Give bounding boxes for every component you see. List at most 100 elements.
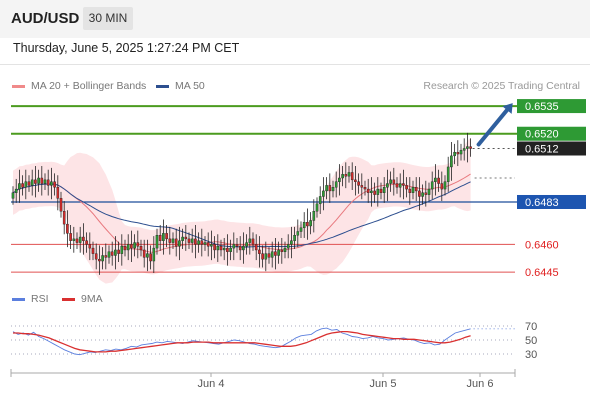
candle (462, 138, 466, 161)
candle (290, 226, 293, 259)
candle-body (168, 238, 172, 243)
candle-body (430, 181, 434, 190)
candle (424, 180, 428, 207)
candle (30, 169, 34, 196)
candle-body (232, 244, 236, 249)
candle (459, 143, 463, 161)
candle-body (312, 211, 316, 221)
candle (446, 156, 450, 192)
candle-body (27, 181, 31, 186)
candle (82, 223, 85, 255)
candle (373, 182, 376, 203)
candle (283, 241, 287, 259)
candle-body (299, 227, 303, 232)
candle-body (459, 150, 463, 155)
candle (286, 234, 290, 259)
candle (117, 241, 120, 262)
candle (216, 234, 220, 262)
candle-body (283, 247, 287, 252)
candle-body (117, 249, 120, 254)
candle (267, 247, 271, 264)
level-label: 0.6520 (525, 129, 559, 141)
candle-body (101, 255, 104, 262)
x-tick-label: Jun 5 (370, 378, 397, 390)
candle (152, 236, 156, 274)
candle-body (309, 220, 312, 227)
candle (299, 221, 303, 238)
candle (296, 219, 300, 248)
toolbar: AUD/USD 30 MIN (0, 0, 590, 38)
candle (40, 166, 44, 196)
candle (242, 232, 245, 264)
candle (306, 208, 309, 240)
candle (53, 173, 56, 196)
candle-body (290, 240, 293, 245)
candle-body (187, 238, 191, 243)
candle-body (219, 246, 223, 251)
candle (171, 232, 175, 250)
candle-body (104, 255, 108, 258)
candle-body (357, 181, 360, 186)
candle (440, 171, 444, 202)
candle-body (14, 188, 18, 193)
candle (421, 184, 424, 205)
candle (280, 237, 284, 264)
candle (139, 239, 143, 257)
candle-body (229, 247, 232, 252)
candle (11, 186, 15, 205)
candle-body (366, 188, 370, 193)
candle (344, 162, 348, 189)
candle-body (350, 172, 354, 181)
candle-body (94, 253, 98, 260)
candle (46, 169, 50, 196)
candle (162, 219, 165, 255)
rsi-swatch (12, 297, 25, 301)
candle-body (382, 187, 386, 193)
candle-body (66, 223, 69, 234)
candle (107, 245, 111, 264)
candle (181, 228, 184, 250)
candle (350, 162, 354, 190)
candle-body (133, 242, 136, 249)
candle (238, 236, 242, 261)
candle-body (126, 244, 130, 251)
candle-body (158, 234, 162, 241)
candle-body (277, 249, 280, 256)
candle-body (190, 238, 194, 243)
candle (78, 226, 82, 253)
forecast-arrow-head (502, 103, 513, 114)
candle (366, 178, 370, 203)
candle-body (261, 253, 264, 260)
candle-body (450, 155, 453, 168)
candle (405, 177, 408, 198)
timeframe-button[interactable]: 30 MIN (83, 7, 133, 30)
candle-body (258, 249, 261, 254)
candle (389, 171, 392, 192)
candle-body (184, 236, 188, 240)
legend-ma20: MA 20 + Bollinger Bands (12, 80, 146, 92)
candle (168, 226, 172, 255)
candle (213, 236, 216, 259)
candle-body (405, 185, 408, 190)
candle (27, 175, 31, 192)
candle-body (462, 148, 466, 151)
candle-body (75, 238, 79, 243)
candle-body (469, 146, 472, 149)
candle (427, 182, 431, 202)
candle (354, 166, 357, 196)
candle-body (200, 240, 204, 245)
candle (165, 225, 168, 248)
research-credit: Research © 2025 Trading Central (423, 80, 580, 92)
level-label-bg (517, 141, 586, 156)
level-label: 0.6445 (525, 267, 559, 279)
legend-ma20-label: MA 20 + Bollinger Bands (31, 80, 147, 92)
rsi-ma-line (13, 330, 471, 353)
candle (158, 225, 162, 251)
candle (434, 164, 437, 196)
candle (114, 236, 117, 270)
candle-body (50, 181, 53, 186)
candle (245, 234, 248, 255)
candle (43, 173, 47, 190)
level-label: 0.6535 (525, 101, 559, 113)
